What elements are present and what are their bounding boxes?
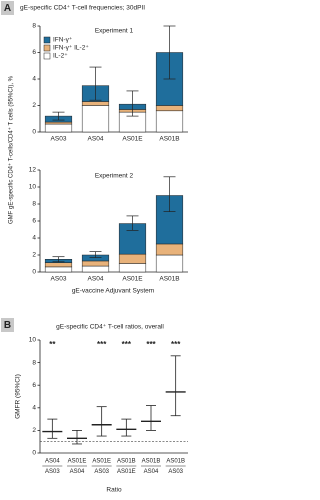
ratio-denominator: AS03 [94, 469, 109, 475]
subplot-title: Experiment 1 [95, 28, 134, 35]
legend-swatch [43, 52, 51, 60]
significance: ** [49, 340, 56, 349]
panel-title: gE-specific CD4⁺ T-cell ratios, overall [56, 324, 164, 331]
x-tick-label: AS04 [88, 136, 104, 143]
bar-segment [81, 105, 110, 133]
bar-segment [155, 254, 184, 273]
legend-swatch [43, 36, 51, 44]
x-tick-label: AS01E [122, 276, 143, 283]
significance: *** [146, 340, 156, 349]
significance: *** [171, 340, 181, 349]
y-tick-label: 8 [32, 201, 36, 208]
y-tick-label: 10 [29, 337, 37, 344]
y-tick-label: 6 [32, 218, 36, 225]
y-tick-label: 10 [29, 184, 37, 191]
bar-segment [44, 266, 73, 273]
x-tick-label: AS01E [122, 136, 143, 143]
x-tick-label: AS03 [51, 276, 67, 283]
subplot-title: Experiment 2 [95, 173, 134, 180]
y-axis-label: GMF gE-specific CD4⁺ T-cells/CD4⁺ T cell… [8, 75, 15, 224]
bar-segment [118, 253, 147, 264]
y-tick-label: 0 [32, 129, 36, 136]
panel-label-box [1, 318, 14, 332]
bar-segment [155, 105, 184, 112]
legend-label: IFN-γ⁺ [53, 37, 73, 44]
y-axis-label: GMFR (95%CI) [15, 374, 22, 419]
ratio-numerator: AS01E [68, 459, 87, 465]
y-tick-label: 6 [32, 382, 36, 389]
significance: *** [122, 340, 132, 349]
legend-label: IL-2⁺ [53, 53, 68, 60]
x-tick-label: AS03 [51, 136, 67, 143]
figure: A gE-specific CD4⁺ T-cell frequencies; 3… [1, 1, 188, 494]
x-axis-label: Ratio [106, 487, 122, 494]
ratio-denominator: AS03 [45, 469, 60, 475]
bar-segment [155, 243, 184, 256]
ratio-numerator: AS01B [166, 459, 185, 465]
x-tick-label: AS01B [159, 276, 179, 283]
significance: *** [97, 340, 107, 349]
bar-segment [44, 121, 73, 125]
bar-segment [44, 123, 73, 133]
y-tick-label: 4 [32, 76, 36, 83]
ratio-denominator: AS03 [168, 469, 183, 475]
ratio-numerator: AS01B [117, 459, 136, 465]
x-tick-label: AS01B [159, 136, 179, 143]
ratio-numerator: AS01B [142, 459, 161, 465]
y-tick-label: 0 [32, 450, 36, 457]
bar-segment [118, 263, 147, 273]
panel-label: A [4, 3, 11, 14]
x-axis-label: gE-vaccine Adjuvant System [72, 288, 154, 295]
bar-segment [81, 265, 110, 273]
y-tick-label: 6 [32, 49, 36, 56]
x-tick-label: AS04 [88, 276, 104, 283]
panel-title: gE-specific CD4⁺ T-cell frequencies; 30d… [20, 5, 145, 12]
y-tick-label: 0 [32, 269, 36, 276]
panel-label: B [4, 320, 11, 331]
y-tick-label: 12 [29, 167, 37, 174]
bar-segment [44, 262, 73, 268]
y-tick-label: 8 [32, 23, 36, 30]
ratio-denominator: AS04 [70, 469, 85, 475]
ratio-denominator: AS01E [117, 469, 136, 475]
legend-swatch [43, 44, 51, 52]
y-tick-label: 2 [32, 427, 36, 434]
ratio-numerator: AS01E [92, 459, 111, 465]
panel-label-box [1, 1, 14, 15]
y-tick-label: 4 [32, 405, 36, 412]
ratio-numerator: AS04 [45, 459, 60, 465]
y-tick-label: 8 [32, 359, 36, 366]
bar-segment [81, 260, 110, 267]
bar-segment [155, 110, 184, 133]
legend-label: IFN-γ⁺ IL-2⁺ [53, 45, 89, 52]
bar-segment [81, 101, 110, 106]
ratio-denominator: AS04 [144, 469, 159, 475]
y-tick-label: 4 [32, 235, 36, 242]
y-tick-label: 2 [32, 252, 36, 259]
y-tick-label: 2 [32, 102, 36, 109]
